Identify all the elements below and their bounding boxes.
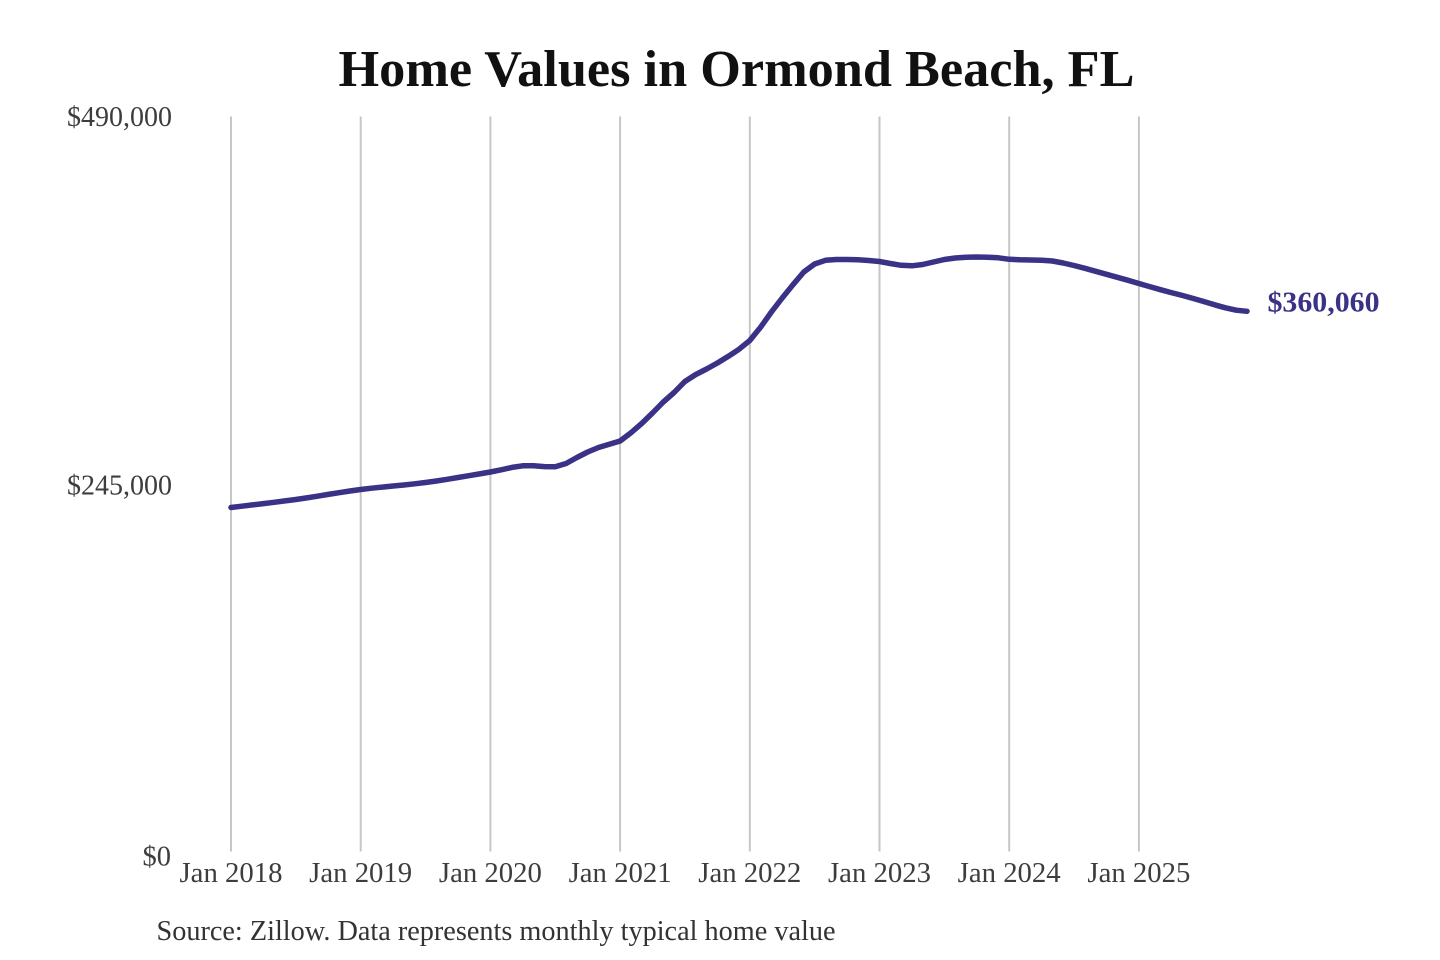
svg-text:Jan 2023: Jan 2023 [828, 858, 931, 889]
svg-text:Jan 2021: Jan 2021 [569, 858, 672, 889]
svg-text:$490,000: $490,000 [67, 102, 172, 133]
svg-text:Jan 2025: Jan 2025 [1087, 858, 1190, 889]
svg-text:Jan 2024: Jan 2024 [958, 858, 1061, 889]
svg-text:Jan 2019: Jan 2019 [309, 858, 412, 889]
svg-text:Source: Zillow. Data represent: Source: Zillow. Data represents monthly … [157, 916, 836, 947]
svg-text:Jan 2020: Jan 2020 [439, 858, 542, 889]
svg-text:$0: $0 [143, 841, 172, 872]
svg-text:Home Values in Ormond Beach, F: Home Values in Ormond Beach, FL [339, 41, 1135, 98]
svg-text:Jan 2018: Jan 2018 [180, 858, 283, 889]
svg-text:Jan 2022: Jan 2022 [698, 858, 801, 889]
svg-text:$245,000: $245,000 [67, 470, 172, 501]
svg-text:$360,060: $360,060 [1268, 287, 1380, 319]
